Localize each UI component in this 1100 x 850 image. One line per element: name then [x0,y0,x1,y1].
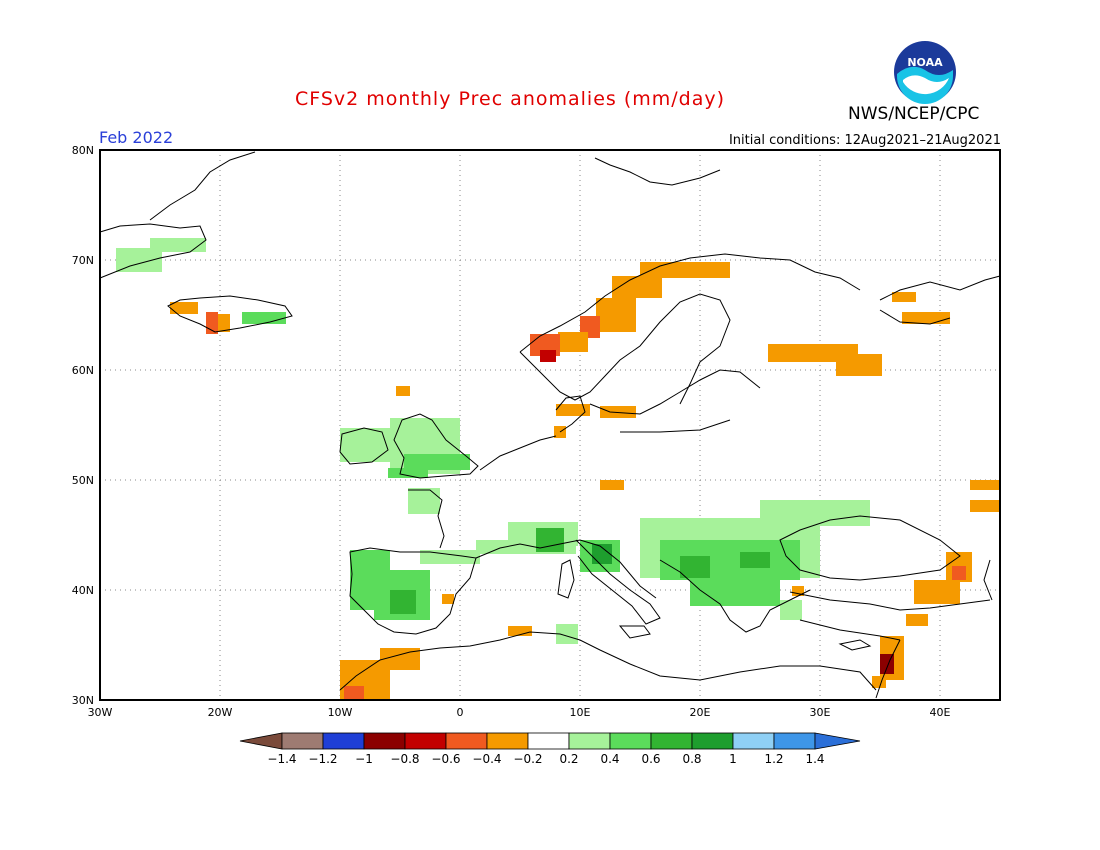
lon-label: 10E [570,706,591,719]
lat-label: 50N [72,474,94,487]
colorbar-swatch [650,732,693,750]
colorbar-label: 0.4 [600,752,619,766]
colorbar-swatch [773,732,816,750]
colorbar-swatch [445,732,488,750]
anomaly-nw-russia [768,344,858,362]
lon-label: 30E [810,706,831,719]
colorbar-swatch [732,732,775,750]
lat-label: 40N [72,584,94,597]
anomaly-scandinavia-south [556,404,590,416]
lon-label: 20W [208,706,233,719]
colorbar-swatch [568,732,611,750]
colorbar-swatch [404,732,447,750]
colorbar-swatch [363,732,406,750]
colorbar-label: 0.2 [559,752,578,766]
colorbar-label: 0.6 [641,752,660,766]
agency-label: NWS/NCEP/CPC [848,104,980,124]
colorbar-label: −1 [355,752,373,766]
colorbar-label: 1 [729,752,737,766]
lat-axis: 80N 70N 60N 50N 40N 30N [72,144,94,707]
anomaly-norway [640,262,730,278]
map-frame [99,149,1001,701]
anomaly-iceland-east [242,312,286,324]
coastlines [99,151,1001,699]
colorbar-arrow-left [239,732,283,750]
anomaly-shading [116,238,1000,700]
lat-label: 70N [72,254,94,267]
colorbar-swatch [691,732,734,750]
colorbar-swatch [527,732,570,750]
lon-label: 20E [690,706,711,719]
colorbar-swatch [486,732,529,750]
colorbar-arrow-right [814,732,861,750]
colorbar-labels: −1.4 −1.2 −1 −0.8 −0.6 −0.4 −0.2 0.2 0.4… [267,752,824,766]
colorbar-label: −0.6 [431,752,460,766]
lat-label: 30N [72,694,94,707]
colorbar-label: 1.4 [805,752,824,766]
colorbar-label: 1.2 [764,752,783,766]
colorbar-label: −0.4 [472,752,501,766]
colorbar-swatch [322,732,365,750]
initial-conditions: Initial conditions: 12Aug2021–21Aug2021 [728,133,1001,148]
lon-label: 10W [328,706,353,719]
forecast-month: Feb 2022 [99,128,174,147]
anomaly-british-isles [340,428,392,462]
colorbar-swatch [281,732,324,750]
colorbar [239,732,861,750]
lat-label: 60N [72,364,94,377]
logo-text: NOAA [907,56,943,69]
noaa-logo: NOAA [894,41,956,104]
lon-label: 30W [88,706,113,719]
colorbar-label: −0.2 [513,752,542,766]
lon-label: 40E [930,706,951,719]
colorbar-label: −1.2 [308,752,337,766]
colorbar-label: −1.4 [267,752,296,766]
lon-label: 0 [457,706,464,719]
anomaly-turkey-east [914,580,960,604]
colorbar-label: −0.8 [390,752,419,766]
lon-axis: 30W 20W 10W 0 10E 20E 30E 40E [88,706,951,719]
colorbar-label: 0.8 [682,752,701,766]
lat-label: 80N [72,144,94,157]
colorbar-swatch [609,732,652,750]
map-title: CFSv2 monthly Prec anomalies (mm/day) [294,88,726,110]
